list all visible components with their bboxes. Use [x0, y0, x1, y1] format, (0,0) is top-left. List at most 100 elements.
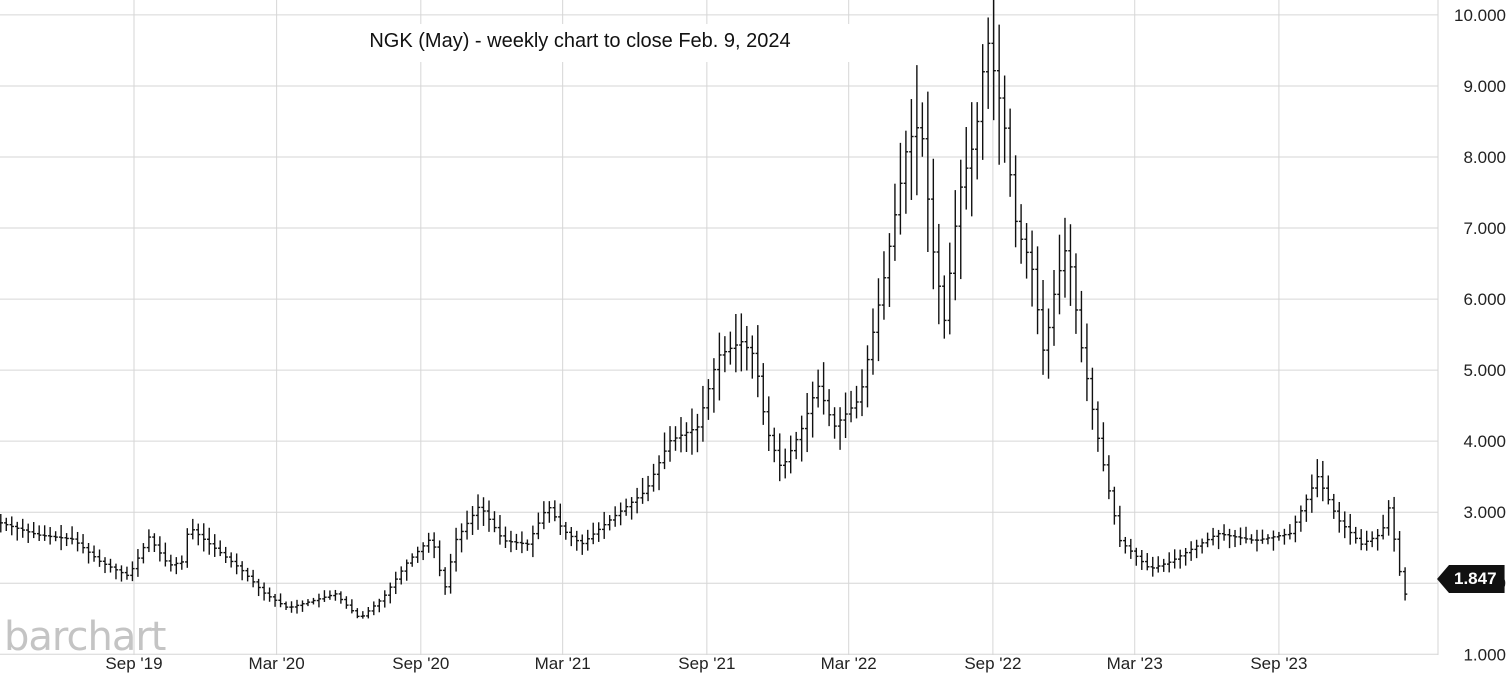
ohlc-bar	[1035, 246, 1040, 335]
ohlc-bar	[15, 521, 20, 541]
x-tick-label: Sep '21	[678, 654, 735, 673]
ohlc-bar	[656, 455, 662, 491]
ohlc-bar	[157, 536, 163, 562]
ohlc-bar	[903, 130, 909, 214]
ohlc-bar	[700, 385, 706, 442]
x-tick-label: Sep '19	[105, 654, 162, 673]
ohlc-bar	[601, 511, 607, 539]
ohlc-bar	[388, 582, 393, 604]
ohlc-bar	[1161, 558, 1166, 572]
ohlc-bar	[1090, 367, 1095, 430]
ohlc-bar	[728, 331, 733, 365]
ohlc-bar	[1337, 501, 1342, 533]
ohlc-bar	[1018, 204, 1024, 264]
ohlc-bar	[651, 463, 656, 492]
ohlc-bar	[1040, 280, 1046, 375]
ohlc-bar	[964, 126, 969, 210]
ohlc-bar	[826, 389, 832, 427]
ohlc-bar	[130, 561, 135, 582]
ohlc-bar	[278, 593, 283, 608]
ohlc-bar	[415, 546, 420, 563]
ohlc-bar	[815, 369, 821, 408]
ohlc-bar	[662, 432, 667, 470]
ohlc-bar	[300, 600, 305, 612]
ohlc-bar	[788, 435, 793, 474]
ohlc-bar	[673, 426, 678, 451]
ohlc-bar	[804, 393, 810, 453]
ohlc-bar	[1265, 534, 1271, 545]
ohlc-bar	[382, 590, 387, 608]
ohlc-bar	[492, 511, 497, 533]
ohlc-bar	[1194, 539, 1199, 559]
ohlc-bar	[9, 516, 14, 536]
ohlc-bar	[832, 407, 837, 439]
ohlc-bar	[289, 601, 294, 613]
ohlc-bar	[1254, 529, 1260, 552]
ohlc-bar	[1177, 549, 1183, 569]
ohlc-bar	[569, 527, 574, 547]
ohlc-bar	[64, 533, 69, 547]
ohlc-bar	[141, 543, 146, 564]
ohlc-bar	[185, 528, 190, 568]
ohlc-bar	[1150, 556, 1155, 577]
ohlc-bar	[163, 542, 168, 567]
ohlc-bar	[91, 545, 97, 562]
ohlc-bar	[1282, 528, 1287, 545]
ohlc-bar	[196, 523, 201, 546]
ohlc-bar	[503, 526, 508, 548]
ohlc-bar	[684, 422, 689, 452]
ohlc-bar	[1221, 524, 1227, 541]
ohlc-bar	[519, 531, 525, 554]
ohlc-bar	[316, 593, 322, 608]
ohlc-bar	[464, 510, 470, 540]
ohlc-bar	[931, 158, 936, 290]
ohlc-bar	[311, 597, 316, 605]
ohlc-bar	[1095, 401, 1101, 452]
ohlc-bar	[58, 525, 64, 551]
y-tick-label: 5.000	[1463, 361, 1506, 380]
ohlc-bar	[190, 518, 195, 540]
ohlc-bar	[772, 427, 777, 463]
ohlc-bar	[541, 501, 547, 530]
ohlc-bar	[623, 498, 629, 516]
price-bars	[0, 0, 1408, 619]
ohlc-bar	[1084, 323, 1090, 402]
ohlc-bar	[113, 563, 119, 580]
ohlc-bar	[475, 494, 481, 530]
ohlc-bar	[152, 533, 157, 553]
ohlc-bar	[410, 553, 415, 567]
ohlc-bar	[119, 565, 124, 582]
ohlc-bar	[947, 242, 952, 335]
ohlc-bar	[53, 531, 58, 542]
ohlc-bar	[228, 552, 234, 568]
ohlc-bar	[645, 475, 651, 502]
ohlc-bar	[925, 91, 931, 252]
ohlc-bar	[914, 65, 920, 196]
ohlc-bar	[563, 521, 568, 540]
ohlc-bar	[722, 336, 728, 373]
ohlc-bar	[1046, 308, 1051, 379]
ohlc-bar	[1156, 556, 1161, 573]
ohlc-bar	[508, 530, 514, 553]
ohlc-bar	[1320, 460, 1326, 502]
ohlc-bar	[525, 539, 530, 551]
ohlc-bar	[333, 589, 338, 601]
ohlc-bar	[97, 549, 102, 567]
ohlc-bar	[1183, 547, 1188, 566]
ohlc-bar	[344, 596, 349, 609]
ohlc-bar	[985, 17, 991, 109]
ohlc-bar	[47, 527, 53, 545]
ohlc-bar	[4, 517, 9, 532]
ohlc-bar	[1331, 493, 1336, 519]
ohlc-bar	[26, 523, 31, 543]
ohlc-bar	[349, 599, 355, 614]
ohlc-bar	[975, 102, 980, 180]
y-tick-label: 4.000	[1463, 432, 1506, 451]
ohlc-bar	[1024, 223, 1029, 279]
ohlc-bar	[1315, 459, 1320, 498]
ohlc-bar	[420, 542, 426, 561]
ohlc-bar	[1369, 531, 1375, 548]
ohlc-bar	[810, 381, 815, 438]
ohlc-bar	[124, 566, 130, 580]
ohlc-bar	[733, 314, 739, 373]
